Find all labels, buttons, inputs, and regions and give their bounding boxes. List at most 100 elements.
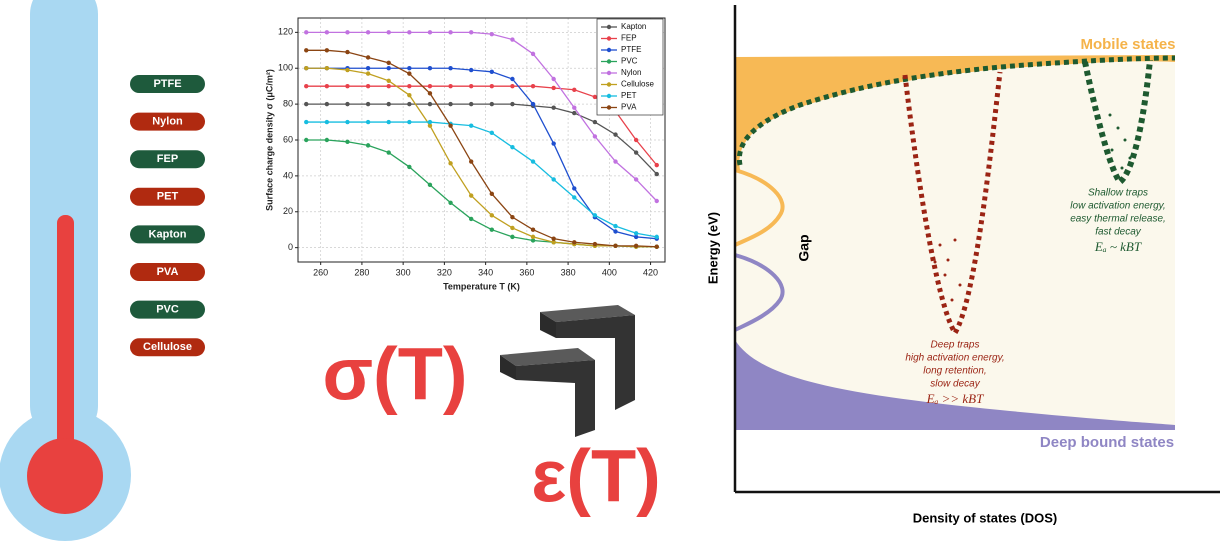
data-point [551,240,556,245]
line-chart: 0 20 40 60 80 100 120 260 280 300 320 340 360 380 400 4… [264,17,666,291]
data-point [345,83,350,89]
pill-label: Nylon [152,116,183,128]
data-point [572,195,577,200]
annotation: easy thermal release, [1070,214,1166,225]
data-point [386,150,391,155]
data-point [365,66,371,71]
pill [130,338,205,357]
data-point [386,60,391,66]
formula: ε(T) [531,435,661,518]
data-point [572,105,577,110]
data-point [386,119,391,125]
x-tick-label: 360 [519,267,534,277]
x-tick-label: 320 [437,267,452,277]
formula: σ(T) [322,333,467,416]
y-tick-label: 0 [288,242,293,252]
trap-dots [1108,113,1132,170]
pill [130,150,205,169]
data-point [386,78,391,83]
data-point [304,30,309,35]
x-tick-label: 400 [602,267,617,277]
data-point [468,193,474,198]
data-point [489,191,495,197]
equation: Eₐ >> kBT [926,391,984,406]
data-point [489,213,495,218]
data-point [530,51,536,57]
annotation: Shallow traps [1088,188,1148,199]
data-point [530,159,536,164]
data-point [427,119,433,125]
data-point [510,76,515,82]
series-line [306,67,657,248]
data-point [386,66,391,71]
data-point [324,119,330,125]
data-point [386,30,391,35]
data-point [448,83,453,89]
data-point [324,48,330,53]
data-point [407,101,412,107]
material-labels: PTFE Nylon FEP PET Kapton PVA PVC Cellulose [130,75,205,357]
data-point [448,200,453,205]
background [735,57,1175,430]
data-point [365,143,371,148]
pill [130,112,205,131]
series-line [306,31,658,202]
pill [130,263,205,281]
legend-label: PVA [621,103,637,112]
mercury [57,215,74,475]
arrow-icon [500,305,635,437]
y-tick-label: 120 [278,27,293,37]
data-point [365,71,371,76]
pill-label: FEP [157,153,178,165]
data-point [468,216,474,222]
data-point [551,236,556,241]
annotation: slow decay [930,379,980,390]
legend-marker [606,24,612,30]
y-tick-label: 80 [283,98,293,108]
data-point [489,83,495,89]
data-point [654,198,659,204]
data-point [345,67,350,73]
data-point [407,71,412,76]
series-line [306,49,657,248]
annotation: fast decay [1095,227,1142,238]
data-point [427,30,433,35]
data-point [654,171,659,177]
data-point [427,182,433,188]
legend-label: Nylon [621,68,641,77]
data-point [407,92,412,98]
data-point [448,66,453,71]
data-point [530,238,536,243]
data-point [324,66,330,71]
data-point [427,123,433,128]
data-point [510,214,515,220]
legend-box [596,18,664,116]
pill-label: PTFE [153,78,181,90]
y-tick-label: 100 [278,63,293,73]
data-point [304,101,309,107]
data-point [365,30,371,35]
data-point [427,101,433,107]
data-point [468,67,474,73]
data-point [365,55,371,60]
data-point [386,83,391,89]
data-point [448,101,453,107]
legend-label: PVC [621,57,638,66]
data-point [510,37,515,42]
data-point [304,137,309,143]
y-axis-title: Surface charge density σ (μC/m²) [264,69,274,211]
data-point [489,101,495,107]
plot-frame [297,17,666,263]
mobile-band [735,55,1175,170]
pill [130,187,205,206]
data-point [592,241,598,247]
data-point [407,119,412,125]
annotation: long retention, [923,366,986,377]
x-axis-title: Temperature T (K) [443,281,520,291]
annotation: low activation energy, [1070,201,1165,212]
legend-marker [606,105,612,110]
data-point [345,49,350,55]
data-point [551,177,556,182]
legend-label: Cellulose [621,80,654,89]
data-point [633,234,639,240]
